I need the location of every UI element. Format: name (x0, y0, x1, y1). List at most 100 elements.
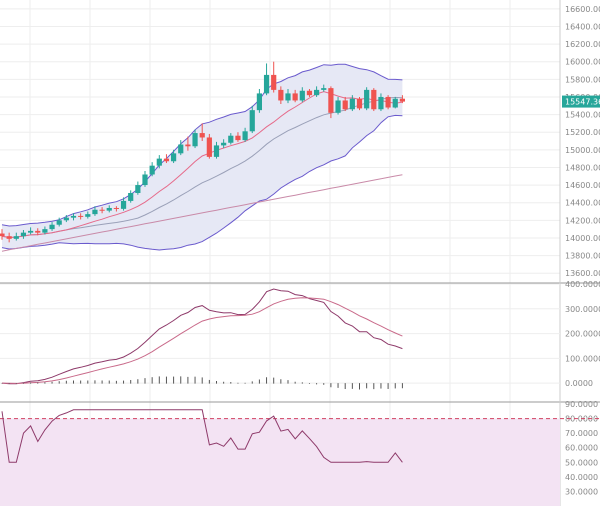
candle-body (356, 98, 363, 109)
candle-body (278, 89, 284, 101)
candle-body (42, 229, 48, 233)
macd-tick-label: 100.0000 (565, 354, 600, 363)
rsi-line (1, 409, 403, 463)
bollinger-band-layer (1, 63, 403, 251)
candle-body (35, 230, 41, 233)
price-tick-label: 14000.00 (565, 234, 600, 243)
macd-tick-label: 400.0000 (565, 280, 600, 289)
candle-body (349, 98, 355, 110)
bollinger-lower-line (1, 114, 403, 251)
candle-body (128, 192, 134, 201)
candle-body (178, 144, 184, 154)
macd-tick-label: 0.0000 (565, 379, 593, 388)
candle-body (49, 224, 55, 230)
candle-body (292, 93, 298, 101)
candle-body (371, 89, 377, 110)
price-tick-label: 14800.00 (565, 163, 600, 172)
price-tick-label: 16000.00 (565, 58, 600, 67)
price-tick-label: 13600.00 (565, 269, 600, 278)
price-tick-label: 15000.00 (565, 146, 600, 155)
candle-body (306, 90, 313, 96)
candle-body (106, 207, 112, 211)
price-tick-label: 16400.00 (565, 22, 600, 31)
price-tick-label: 15200.00 (565, 128, 600, 137)
macd-layer: 400.0000 300.0000 200.0000 100.0000 0.0000 (0, 280, 600, 390)
candle-body (199, 133, 205, 138)
candle-body (213, 145, 220, 157)
candle-body (385, 96, 391, 108)
candle-body (399, 98, 405, 102)
last-price-label: 15547.36 (565, 98, 600, 107)
candle-body (142, 174, 148, 186)
rsi-layer: 90.000080.000070.000060.000050.000040.00… (0, 400, 600, 506)
price-tick-label: 14400.00 (565, 199, 600, 208)
macd-tick-label: 200.0000 (565, 330, 600, 339)
price-tick-label: 16200.00 (565, 40, 600, 49)
candle-body (70, 215, 77, 218)
candle-body (378, 96, 384, 110)
candle-body (328, 88, 334, 113)
candle-body (149, 165, 155, 175)
candle-body (163, 158, 170, 162)
candle-body (85, 214, 91, 217)
rsi-tick-label: 30.0000 (565, 487, 598, 496)
candle-body (271, 74, 277, 90)
candle-body (299, 90, 305, 101)
ma-slow-line (1, 174, 403, 252)
candle-body (113, 207, 119, 209)
rsi-tick-label: 60.0000 (565, 444, 598, 453)
candle-body (192, 133, 198, 147)
candle-body (63, 217, 69, 221)
price-tick-label: 15400.00 (565, 111, 600, 120)
candle-body (242, 131, 248, 141)
last-price-marker (562, 95, 600, 108)
candle-body (235, 135, 241, 141)
rsi-tick-label: 40.0000 (565, 473, 598, 482)
rsi-tick-label: 70.0000 (565, 429, 598, 438)
price-tick-label: 16600.00 (565, 5, 600, 14)
price-axis-layer: 13600.00 13800.00 14000.00 14200.00 14400.00… (562, 5, 600, 278)
candle-body (120, 200, 127, 209)
candle-body (314, 89, 320, 96)
candle-body (285, 93, 291, 101)
candle-body (342, 100, 348, 110)
bollinger-band-fill (2, 64, 403, 250)
price-tick-label: 15800.00 (565, 75, 600, 84)
macd-tick-label: 300.0000 (565, 305, 600, 314)
price-tick-label: 14600.00 (565, 181, 600, 190)
price-tick-label: 13800.00 (565, 252, 600, 261)
rsi-range-fill (0, 418, 560, 506)
candle-body (99, 209, 105, 211)
candle-body (321, 88, 327, 90)
macd-signal-line (1, 297, 403, 384)
candle-body (228, 135, 234, 143)
candlestick-layer (0, 61, 405, 243)
candle-body (78, 215, 84, 217)
candle-body (185, 144, 191, 147)
candle-body (221, 142, 227, 146)
candle-body (249, 110, 255, 132)
candle-body (20, 232, 27, 237)
candle-body (135, 185, 141, 193)
candle-body (28, 230, 34, 233)
candle-body (6, 236, 12, 239)
candle-body (156, 158, 162, 166)
candle-body (92, 209, 98, 215)
candle-body (56, 220, 62, 225)
macd-dif-line (1, 288, 403, 385)
candle-body (392, 98, 398, 108)
candle-body (256, 93, 262, 111)
rsi-tick-label: 90.0000 (565, 400, 598, 409)
candle-body (335, 100, 341, 113)
candle-body (171, 153, 177, 162)
candle-body (263, 74, 270, 94)
candle-body (0, 233, 5, 237)
ma-fast-line (1, 91, 403, 239)
candle-body (206, 137, 212, 157)
candle-body (13, 236, 19, 239)
candle-body (364, 89, 370, 109)
price-tick-label: 14200.00 (565, 216, 600, 225)
rsi-tick-label: 50.0000 (565, 458, 598, 467)
